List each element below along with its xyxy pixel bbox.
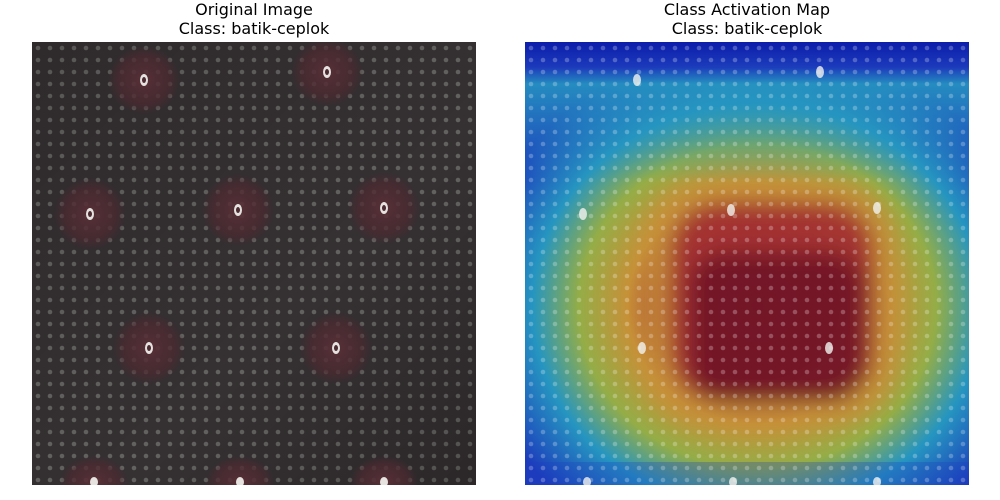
class-activation-map-panel: Class Activation Map Class: batik-ceplok: [525, 0, 969, 500]
original-image-panel: Original Image Class: batik-ceplok: [32, 0, 476, 500]
cam-motif-highlights: [579, 66, 881, 485]
original-image-title: Original Image Class: batik-ceplok: [32, 0, 476, 38]
class-activation-heatmap: [525, 42, 969, 485]
panel-class-label: Class: batik-ceplok: [671, 19, 823, 38]
panel-class-label: Class: batik-ceplok: [178, 19, 330, 38]
panel-title: Class Activation Map: [663, 0, 831, 19]
original-batik-image: [32, 42, 476, 485]
batik-motifs: [54, 42, 420, 485]
cam-title: Class Activation Map Class: batik-ceplok: [525, 0, 969, 38]
panel-title: Original Image: [195, 0, 313, 19]
